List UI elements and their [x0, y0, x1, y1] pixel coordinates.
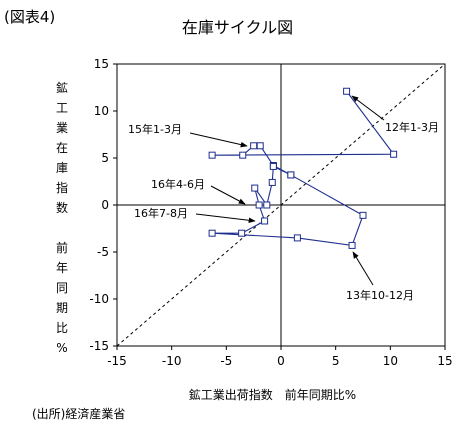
annotation-label: 16年4-6月 [151, 177, 205, 191]
y-axis-label-char: 庫 [55, 161, 68, 175]
data-point [251, 184, 259, 192]
y-tick-label: -10 [89, 292, 109, 306]
data-point [255, 201, 263, 209]
data-point [293, 234, 301, 242]
data-point [250, 142, 258, 150]
x-tick-label: -10 [162, 354, 182, 368]
data-point [390, 150, 398, 158]
data-point [208, 229, 216, 237]
y-tick-label: -15 [89, 339, 109, 353]
data-point [256, 142, 264, 150]
y-axis-label-char: 前 [55, 241, 68, 255]
y-tick-label: 5 [101, 151, 109, 165]
y-axis-label: 鉱工業在庫指数 前年同期比% [54, 78, 70, 358]
y-axis-label-char: 在 [55, 141, 68, 155]
data-point [269, 162, 277, 170]
chart-title: 在庫サイクル図 [181, 18, 294, 37]
data-point [348, 241, 356, 249]
annotation-arrow [189, 132, 248, 148]
x-tick-label: -5 [220, 354, 232, 368]
y-tick-label: 15 [94, 57, 109, 71]
y-tick-label: -5 [97, 245, 109, 259]
annotation-label: 12年1-3月 [385, 120, 439, 134]
source-note: (出所)経済産業省 [32, 407, 126, 421]
data-point [268, 178, 276, 186]
x-tick-label: 5 [332, 354, 340, 368]
x-tick-label: -15 [107, 354, 127, 368]
reference-45deg-line [116, 63, 446, 347]
figure-label: (図表4) [4, 8, 56, 26]
y-axis-label-char: 年 [55, 261, 68, 275]
annotation-arrow [210, 185, 246, 205]
y-axis-label-char: % [56, 341, 68, 355]
data-point [359, 211, 367, 219]
data-point [261, 217, 269, 225]
y-axis-label-char: 比 [55, 321, 68, 335]
y-axis-label-char: 数 [55, 201, 68, 215]
y-axis-label-char: 業 [55, 121, 68, 135]
x-tick-label: 10 [383, 354, 398, 368]
x-tick-label: 0 [277, 354, 285, 368]
data-point [239, 151, 247, 159]
annotation-arrow [195, 213, 256, 224]
y-axis-label-char: 指 [55, 181, 68, 195]
y-axis-label-char: 期 [55, 301, 68, 315]
y-axis-label-char: 鉱 [55, 81, 68, 95]
x-axis-label: 鉱工業出荷指数 前年同期比% [188, 388, 357, 402]
data-point [263, 201, 271, 209]
annotation-arrow [351, 95, 385, 121]
y-axis-label-char: 同 [55, 281, 68, 295]
data-point [343, 87, 351, 95]
data-point [208, 151, 216, 159]
annotation-arrow [352, 251, 374, 286]
data-point [238, 229, 246, 237]
y-axis-label-char: 工 [55, 101, 68, 115]
annotation-label: 16年7-8月 [134, 206, 188, 220]
x-tick-label: 15 [437, 354, 452, 368]
y-tick-label: 10 [94, 104, 109, 118]
data-point [287, 171, 295, 179]
annotation-label: 15年1-3月 [128, 122, 182, 136]
y-tick-label: 0 [101, 198, 109, 212]
annotation-label: 13年10-12月 [346, 288, 414, 302]
